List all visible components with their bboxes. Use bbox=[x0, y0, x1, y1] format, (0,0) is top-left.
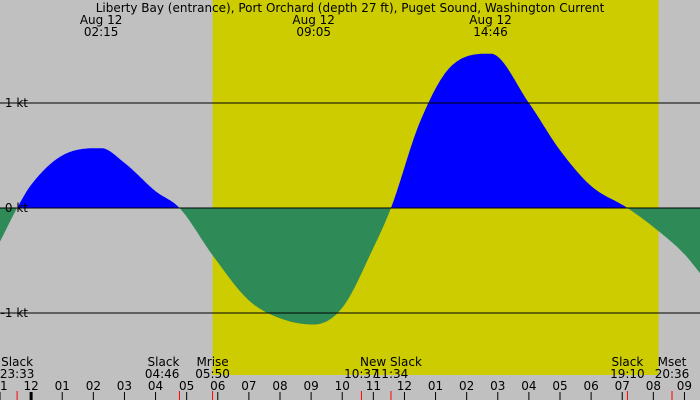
x-tick-label-5: 04 bbox=[148, 379, 163, 393]
x-tick-label-0: 11 bbox=[0, 379, 8, 393]
chart-title: Liberty Bay (entrance), Port Orchard (de… bbox=[96, 1, 605, 15]
x-tick-label-15: 02 bbox=[459, 379, 474, 393]
x-tick-label-6: 05 bbox=[179, 379, 194, 393]
x-tick-label-19: 06 bbox=[583, 379, 598, 393]
event-name-3: New Slack bbox=[360, 355, 422, 369]
x-tick-label-17: 04 bbox=[521, 379, 536, 393]
peak-time-2: 14:46 bbox=[473, 25, 508, 39]
event-name-1: Slack bbox=[148, 355, 180, 369]
peak-time-0: 02:15 bbox=[84, 25, 119, 39]
x-tick-label-9: 08 bbox=[272, 379, 287, 393]
x-tick-label-22: 09 bbox=[677, 379, 692, 393]
x-tick-label-2: 01 bbox=[55, 379, 70, 393]
x-tick-label-18: 05 bbox=[552, 379, 567, 393]
x-tick-label-20: 07 bbox=[615, 379, 630, 393]
x-tick-label-16: 03 bbox=[490, 379, 505, 393]
event-time-4: 10:37 bbox=[344, 367, 379, 381]
event-time-0: 23:33 bbox=[0, 367, 34, 381]
event-time-2: 05:50 bbox=[195, 367, 230, 381]
event-name-0: Slack bbox=[1, 355, 33, 369]
event-name-5: Slack bbox=[611, 355, 643, 369]
flood-area-3 bbox=[391, 53, 628, 209]
y-tick-label-0: 1 kt bbox=[5, 96, 28, 110]
ebb-area-0 bbox=[0, 208, 18, 242]
event-time-5: 19:10 bbox=[610, 367, 645, 381]
x-tick-label-10: 09 bbox=[303, 379, 318, 393]
y-tick-label-1: 0 kt bbox=[5, 201, 28, 215]
flood-area-1 bbox=[18, 148, 180, 208]
ebb-area-2 bbox=[180, 208, 391, 325]
x-tick-label-3: 02 bbox=[86, 379, 101, 393]
x-tick-label-8: 07 bbox=[241, 379, 256, 393]
x-tick-label-11: 10 bbox=[335, 379, 350, 393]
x-tick-label-12: 11 bbox=[366, 379, 381, 393]
y-tick-label-2: -1 kt bbox=[1, 306, 29, 320]
event-time-1: 04:46 bbox=[145, 367, 180, 381]
x-tick-label-4: 03 bbox=[117, 379, 132, 393]
x-tick-label-13: 12 bbox=[397, 379, 412, 393]
event-time-3: 11:34 bbox=[374, 367, 409, 381]
peak-date-1: Aug 12 bbox=[292, 13, 335, 27]
peak-time-1: 09:05 bbox=[296, 25, 331, 39]
event-name-6: Mset bbox=[658, 355, 687, 369]
x-tick-label-21: 08 bbox=[646, 379, 661, 393]
x-tick-label-1: 12 bbox=[23, 379, 38, 393]
x-tick-label-7: 06 bbox=[210, 379, 225, 393]
peak-date-2: Aug 12 bbox=[469, 13, 512, 27]
event-name-2: Mrise bbox=[196, 355, 228, 369]
peak-date-0: Aug 12 bbox=[80, 13, 123, 27]
ebb-area-4 bbox=[628, 208, 700, 274]
x-tick-label-14: 01 bbox=[428, 379, 443, 393]
event-time-6: 20:36 bbox=[655, 367, 690, 381]
